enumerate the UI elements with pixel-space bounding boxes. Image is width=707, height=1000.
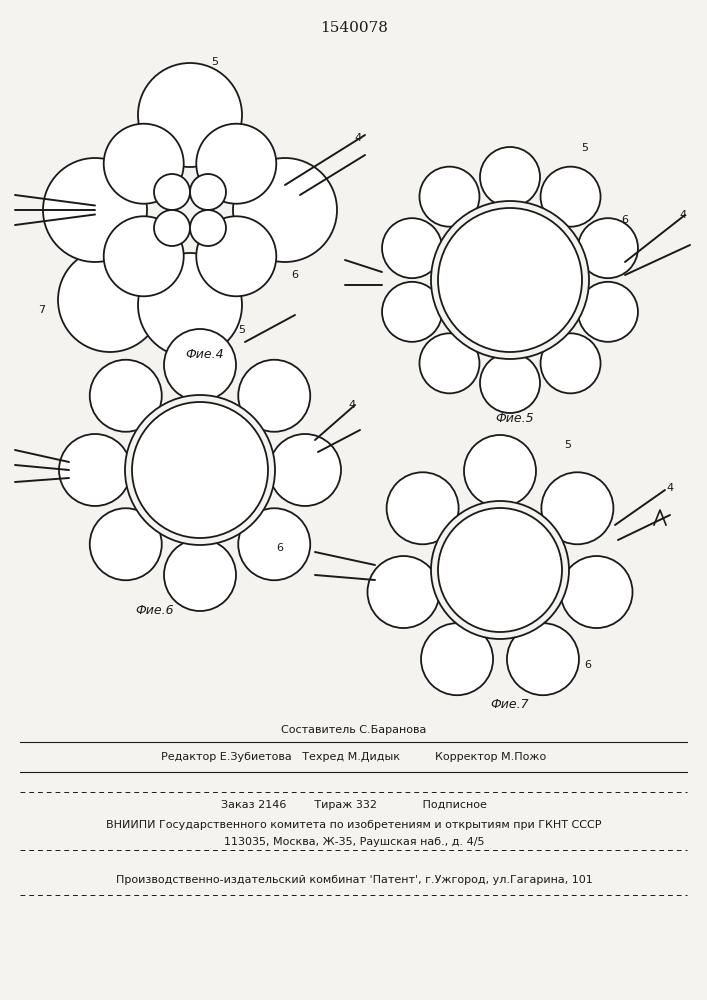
Circle shape xyxy=(578,282,638,342)
Circle shape xyxy=(154,174,190,210)
Circle shape xyxy=(43,158,147,262)
Text: 4: 4 xyxy=(667,483,674,493)
Text: Производственно-издательский комбинат 'Патент', г.Ужгород, ул.Гагарина, 101: Производственно-издательский комбинат 'П… xyxy=(116,875,592,885)
Circle shape xyxy=(154,210,190,246)
Circle shape xyxy=(164,539,236,611)
Circle shape xyxy=(480,147,540,207)
Circle shape xyxy=(561,556,633,628)
Circle shape xyxy=(104,216,184,296)
Circle shape xyxy=(541,167,600,227)
Text: ВНИИПИ Государственного комитета по изобретениям и открытиям при ГКНТ СССР: ВНИИПИ Государственного комитета по изоб… xyxy=(106,820,602,830)
Circle shape xyxy=(59,434,131,506)
Circle shape xyxy=(58,248,162,352)
Circle shape xyxy=(464,435,536,507)
Text: 6: 6 xyxy=(585,660,592,670)
Circle shape xyxy=(132,402,268,538)
Circle shape xyxy=(542,472,614,544)
Circle shape xyxy=(419,167,479,227)
Circle shape xyxy=(368,556,440,628)
Circle shape xyxy=(197,124,276,204)
Text: 4: 4 xyxy=(679,210,686,220)
Circle shape xyxy=(125,395,275,545)
Text: 113035, Москва, Ж-35, Раушская наб., д. 4/5: 113035, Москва, Ж-35, Раушская наб., д. … xyxy=(223,837,484,847)
Text: Фие.7: Фие.7 xyxy=(491,698,530,712)
Circle shape xyxy=(419,333,479,393)
Text: 5: 5 xyxy=(238,325,245,335)
Circle shape xyxy=(431,501,569,639)
Text: Фие.6: Фие.6 xyxy=(136,603,175,616)
Circle shape xyxy=(190,210,226,246)
Text: 6: 6 xyxy=(276,543,284,553)
Text: Фие.5: Фие.5 xyxy=(496,412,534,424)
Text: Составитель С.Баранова: Составитель С.Баранова xyxy=(281,725,427,735)
Circle shape xyxy=(197,216,276,296)
Circle shape xyxy=(480,353,540,413)
Circle shape xyxy=(421,623,493,695)
Circle shape xyxy=(438,508,562,632)
Circle shape xyxy=(507,623,579,695)
Text: 1540078: 1540078 xyxy=(320,21,388,35)
Circle shape xyxy=(90,508,162,580)
Text: 5: 5 xyxy=(581,143,588,153)
Text: 7: 7 xyxy=(38,305,45,315)
Text: 4: 4 xyxy=(354,133,361,143)
Circle shape xyxy=(382,282,442,342)
Circle shape xyxy=(578,218,638,278)
Circle shape xyxy=(138,253,242,357)
Text: 6: 6 xyxy=(621,215,629,225)
Circle shape xyxy=(238,360,310,432)
Text: 5: 5 xyxy=(211,57,218,67)
Circle shape xyxy=(541,333,600,393)
Circle shape xyxy=(382,218,442,278)
Circle shape xyxy=(138,63,242,167)
Circle shape xyxy=(387,472,459,544)
Circle shape xyxy=(438,208,582,352)
Text: Редактор Е.Зубиетова   Техред М.Дидык          Корректор М.Пожо: Редактор Е.Зубиетова Техред М.Дидык Корр… xyxy=(161,752,547,762)
Circle shape xyxy=(164,329,236,401)
Text: 6: 6 xyxy=(291,270,298,280)
Circle shape xyxy=(431,201,589,359)
Circle shape xyxy=(190,174,226,210)
Text: 4: 4 xyxy=(349,400,356,410)
Text: Фие.4: Фие.4 xyxy=(186,349,224,361)
Text: Заказ 2146        Тираж 332             Подписное: Заказ 2146 Тираж 332 Подписное xyxy=(221,800,487,810)
Circle shape xyxy=(233,158,337,262)
Circle shape xyxy=(104,124,184,204)
Circle shape xyxy=(90,360,162,432)
Circle shape xyxy=(269,434,341,506)
Circle shape xyxy=(238,508,310,580)
Text: 5: 5 xyxy=(564,440,571,450)
